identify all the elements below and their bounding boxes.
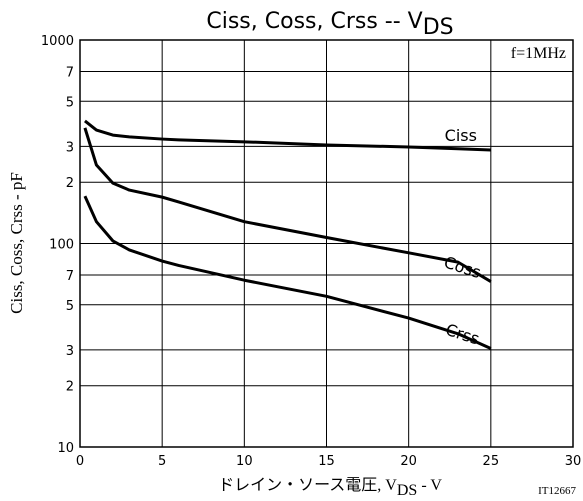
figure-code: IT12667	[538, 485, 576, 497]
y-tick-label: 5	[66, 299, 74, 314]
y-tick-label: 7	[66, 269, 74, 284]
chart-title: Ciss, Coss, Crss -- VDS	[206, 9, 453, 40]
y-axis-label: Ciss, Coss, Crss - pF	[7, 172, 26, 314]
plot-frame	[79, 39, 574, 448]
x-label-subscript: DS	[397, 482, 417, 499]
y-tick-label: 7	[66, 66, 74, 81]
title-subscript: DS	[423, 15, 454, 40]
x-tick-label: 15	[318, 454, 335, 469]
annotation: f=1MHz	[511, 45, 566, 62]
x-tick-label: 20	[400, 454, 417, 469]
series-line	[83, 195, 492, 350]
series-line	[83, 127, 492, 283]
series-line	[84, 119, 491, 152]
y-tick-label: 2	[66, 176, 74, 191]
y-tick-label: 100	[49, 238, 74, 253]
y-tick-label: 3	[66, 140, 74, 155]
x-label-text: ドレイン・ソース電圧, V	[218, 477, 397, 494]
series-label: Crss	[443, 320, 482, 349]
series-label: Coss	[442, 252, 484, 282]
title-text: Ciss, Coss, Crss -- V	[206, 9, 422, 34]
series-label: Ciss	[445, 126, 477, 145]
x-tick-label: 10	[236, 454, 253, 469]
x-axis-label: ドレイン・ソース電圧, VDS - V	[218, 477, 442, 499]
x-tick-label: 0	[76, 454, 84, 469]
y-tick-label: 5	[66, 95, 74, 110]
x-label-suffix: - V	[417, 477, 442, 494]
y-tick-label: 1000	[41, 34, 74, 49]
x-tick-label: 25	[483, 454, 500, 469]
x-tick-label: 30	[565, 454, 582, 469]
x-tick-label: 5	[158, 454, 166, 469]
y-tick-label: 3	[66, 344, 74, 359]
y-tick-label: 10	[57, 441, 74, 456]
y-tick-label: 2	[66, 380, 74, 395]
